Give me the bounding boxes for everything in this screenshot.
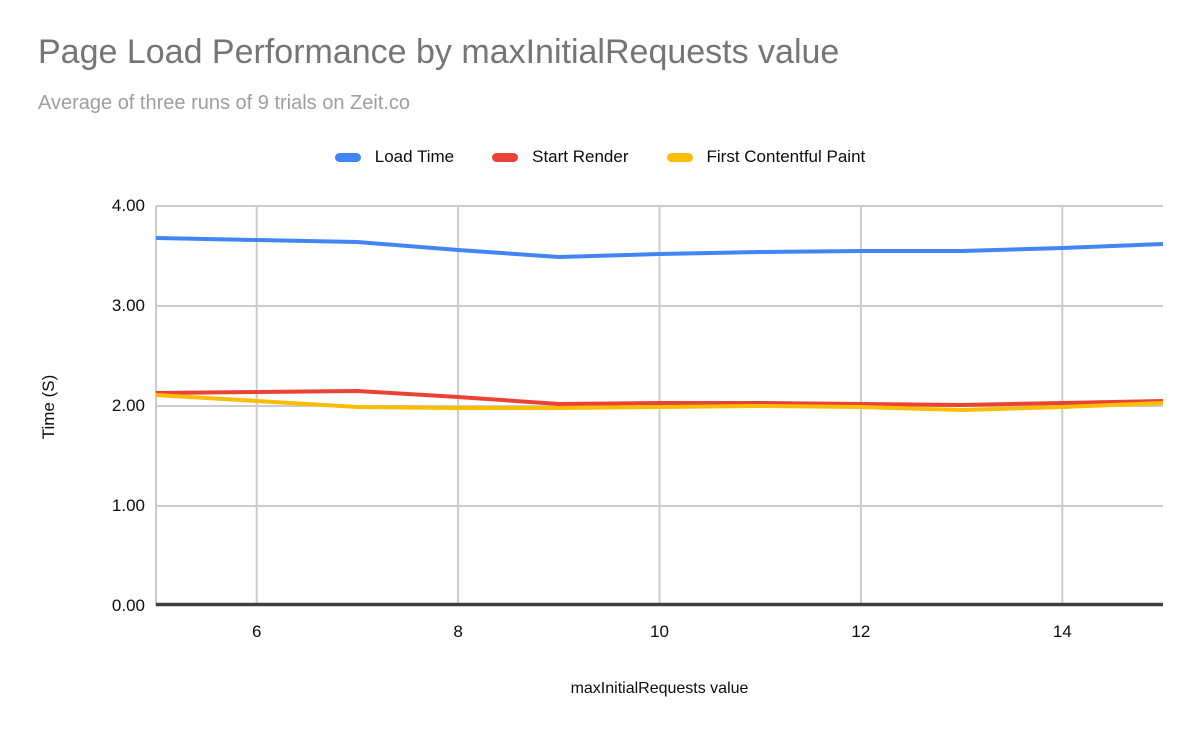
series-line-first-contentful-paint — [155, 393, 1164, 412]
plot-svg — [155, 205, 1164, 607]
x-tick-label: 12 — [851, 622, 871, 641]
y-tick-label: 3.00 — [111, 296, 145, 315]
x-axis-title: maxInitialRequests value — [570, 680, 749, 697]
chart-subtitle: Average of three runs of 9 trials on Zei… — [38, 92, 411, 114]
chart-title: Page Load Performance by maxInitialReque… — [38, 33, 840, 71]
legend-label: Start Render — [532, 147, 629, 166]
legend-swatch-load-time — [334, 152, 361, 162]
series-line-start-render — [155, 389, 1164, 407]
y-tick-label: 4.00 — [111, 196, 145, 215]
legend: Load Time Start Render First Contentful Pa… — [0, 143, 1200, 171]
legend-swatch-first-contentful-paint — [666, 152, 693, 162]
y-axis-title: Time (S) — [39, 374, 58, 440]
y-tick-label: 0.00 — [111, 596, 145, 615]
x-tick-label: 8 — [453, 622, 463, 641]
legend-label: First Contentful Paint — [706, 147, 866, 166]
x-tick-label: 14 — [1052, 622, 1072, 641]
x-tick-label: 6 — [251, 622, 262, 641]
y-tick-label: 2.00 — [111, 396, 145, 415]
legend-item-load-time: Load Time — [334, 147, 455, 167]
legend-label: Load Time — [374, 147, 455, 166]
legend-item-first-contentful-paint: First Contentful Paint — [666, 147, 866, 167]
x-tick-label: 10 — [650, 622, 669, 641]
legend-item-start-render: Start Render — [492, 147, 629, 167]
plot-area — [155, 205, 1164, 607]
y-tick-label: 1.00 — [111, 496, 145, 515]
legend-swatch-start-render — [492, 152, 519, 162]
series-line-load-time — [155, 236, 1164, 259]
